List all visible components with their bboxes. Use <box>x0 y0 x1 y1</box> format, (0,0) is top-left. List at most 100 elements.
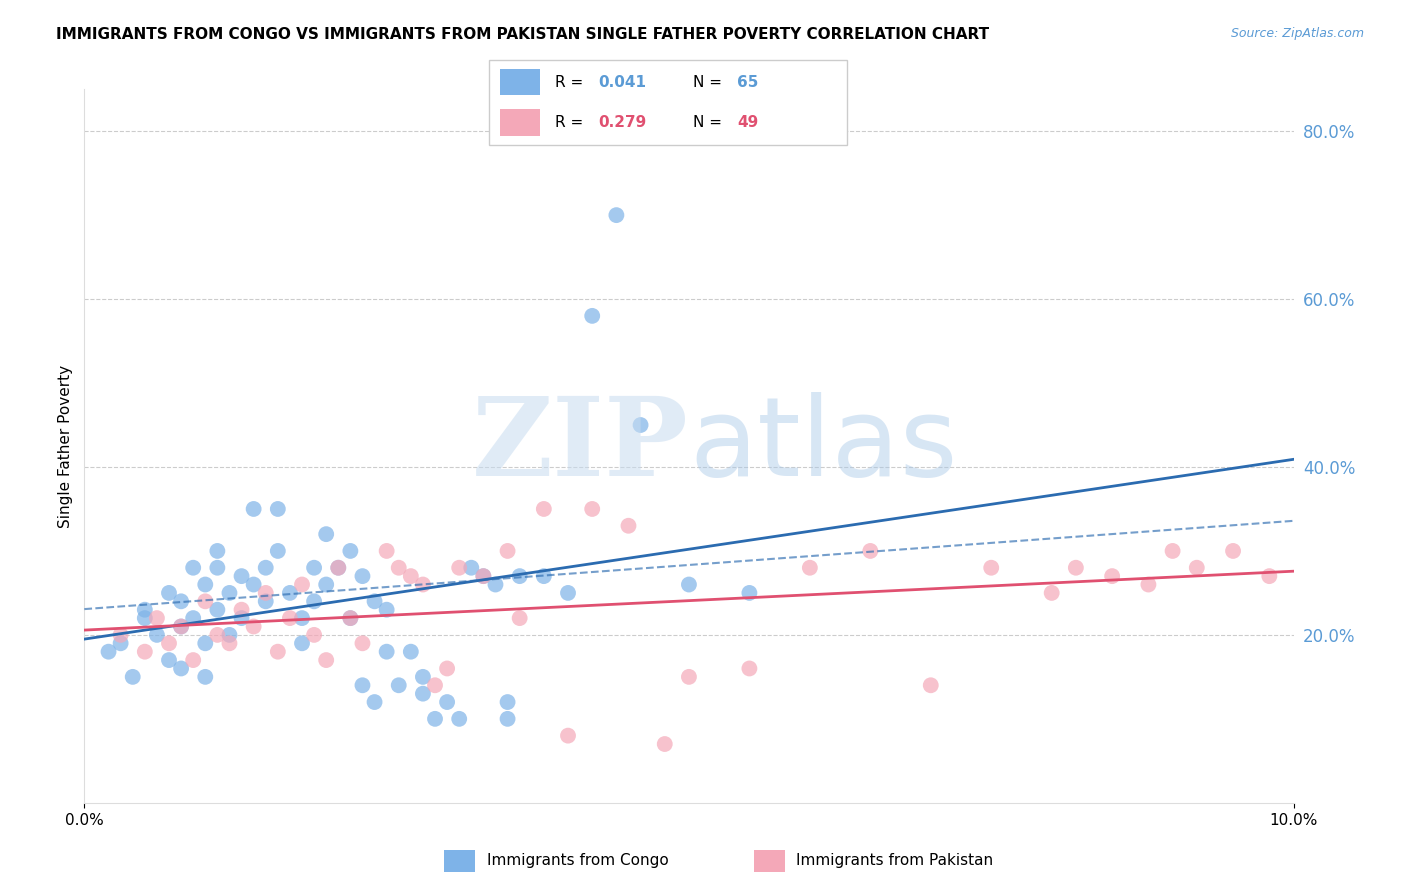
Point <box>1101 569 1123 583</box>
Point <box>496 712 519 726</box>
Point <box>1040 586 1063 600</box>
Point <box>218 636 240 650</box>
Point <box>557 729 579 743</box>
Point <box>134 603 156 617</box>
Point <box>170 619 193 633</box>
Text: 0.041: 0.041 <box>599 75 647 89</box>
Point <box>110 628 132 642</box>
Text: R =: R = <box>554 115 588 129</box>
Point <box>533 502 555 516</box>
Point <box>242 619 264 633</box>
Point <box>363 695 385 709</box>
Point <box>291 577 314 591</box>
Point <box>242 502 264 516</box>
Point <box>170 661 193 675</box>
Point <box>980 560 1002 574</box>
Point <box>146 628 169 642</box>
Text: 0.279: 0.279 <box>599 115 647 129</box>
Y-axis label: Single Father Poverty: Single Father Poverty <box>58 365 73 527</box>
Point <box>254 594 277 608</box>
FancyBboxPatch shape <box>754 849 785 872</box>
Point <box>352 636 374 650</box>
Point <box>278 611 301 625</box>
Point <box>207 560 229 574</box>
Point <box>242 577 264 591</box>
Point <box>218 628 240 642</box>
Text: N =: N = <box>693 115 727 129</box>
Text: 65: 65 <box>737 75 759 89</box>
Point <box>339 544 361 558</box>
Text: R =: R = <box>554 75 588 89</box>
Point <box>254 586 277 600</box>
Text: Source: ZipAtlas.com: Source: ZipAtlas.com <box>1230 27 1364 40</box>
Point <box>328 560 350 574</box>
Point <box>315 577 337 591</box>
Point <box>654 737 676 751</box>
Point <box>472 569 495 583</box>
Point <box>352 569 374 583</box>
Point <box>170 594 193 608</box>
Point <box>436 695 458 709</box>
Point <box>375 544 398 558</box>
Point <box>291 611 314 625</box>
Text: 49: 49 <box>737 115 759 129</box>
Point <box>388 678 411 692</box>
Point <box>738 586 761 600</box>
Point <box>194 670 217 684</box>
Point <box>412 687 434 701</box>
Point <box>339 611 361 625</box>
Point <box>181 653 204 667</box>
FancyBboxPatch shape <box>444 849 475 872</box>
Text: Immigrants from Pakistan: Immigrants from Pakistan <box>796 854 993 868</box>
Point <box>291 636 314 650</box>
Point <box>399 645 422 659</box>
Point <box>412 670 434 684</box>
Point <box>509 611 531 625</box>
Point <box>231 611 253 625</box>
Point <box>218 586 240 600</box>
Point <box>181 560 204 574</box>
Point <box>423 678 446 692</box>
Point <box>1161 544 1184 558</box>
Point <box>920 678 942 692</box>
Point <box>267 645 290 659</box>
Point <box>496 544 519 558</box>
Point <box>121 670 143 684</box>
Point <box>207 603 229 617</box>
Point <box>134 611 156 625</box>
Point <box>1064 560 1087 574</box>
Point <box>302 594 325 608</box>
Point <box>194 577 217 591</box>
FancyBboxPatch shape <box>499 69 540 95</box>
Point <box>375 645 398 659</box>
FancyBboxPatch shape <box>499 109 540 136</box>
Point <box>1222 544 1244 558</box>
Point <box>328 560 350 574</box>
Point <box>157 586 180 600</box>
Point <box>678 577 700 591</box>
Point <box>496 695 519 709</box>
Point <box>267 544 290 558</box>
Point <box>509 569 531 583</box>
Point <box>97 645 120 659</box>
Point <box>170 619 193 633</box>
Point <box>254 560 277 574</box>
Point <box>194 636 217 650</box>
Point <box>557 586 579 600</box>
Point <box>339 611 361 625</box>
Point <box>134 645 156 659</box>
Point <box>449 712 471 726</box>
Point <box>460 560 482 574</box>
Point <box>436 661 458 675</box>
Point <box>302 560 325 574</box>
Point <box>207 544 229 558</box>
Text: N =: N = <box>693 75 727 89</box>
Point <box>388 560 411 574</box>
Point <box>194 594 217 608</box>
Point <box>581 502 603 516</box>
Point <box>302 628 325 642</box>
Point <box>157 653 180 667</box>
Point <box>315 527 337 541</box>
Point <box>146 611 169 625</box>
Point <box>859 544 882 558</box>
